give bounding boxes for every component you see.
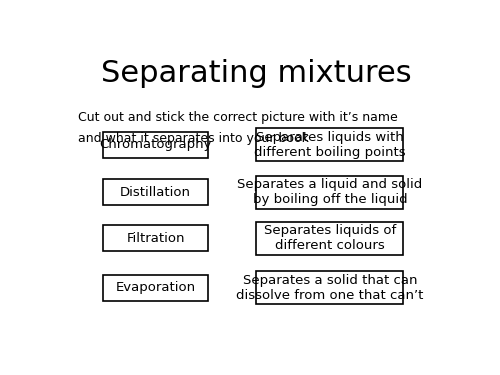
FancyBboxPatch shape [256,222,404,255]
Text: Evaporation: Evaporation [116,281,196,294]
Text: Chromatography: Chromatography [99,138,212,151]
Text: Separating mixtures: Separating mixtures [101,59,412,88]
FancyBboxPatch shape [256,271,404,304]
FancyBboxPatch shape [103,132,208,158]
Text: Separates liquids with
different boiling points: Separates liquids with different boiling… [254,130,406,159]
FancyBboxPatch shape [103,225,208,252]
Text: Separates liquids of
different colours: Separates liquids of different colours [264,225,396,252]
Text: Cut out and stick the correct picture with it’s name: Cut out and stick the correct picture wi… [78,111,398,125]
Text: Filtration: Filtration [126,232,185,245]
Text: Separates a solid that can
dissolve from one that can’t: Separates a solid that can dissolve from… [236,273,424,302]
FancyBboxPatch shape [103,274,208,300]
FancyBboxPatch shape [103,179,208,205]
FancyBboxPatch shape [256,128,404,161]
Text: and what it separates into your book: and what it separates into your book [78,132,309,145]
FancyBboxPatch shape [256,176,404,209]
Text: Distillation: Distillation [120,186,191,199]
Text: Separates a liquid and solid
by boiling off the liquid: Separates a liquid and solid by boiling … [238,178,422,206]
